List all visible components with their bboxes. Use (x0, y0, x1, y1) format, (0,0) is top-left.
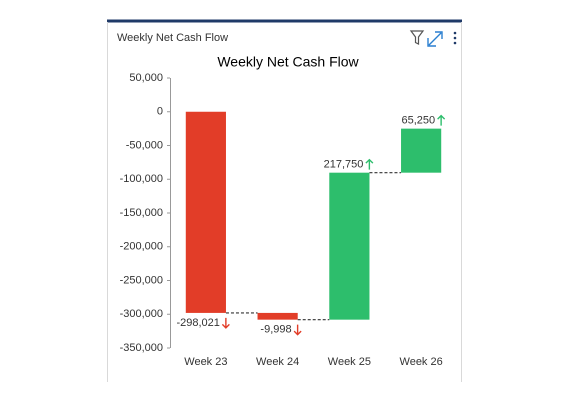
y-tick-label: -300,000 (120, 308, 163, 320)
x-tick-label: Week 24 (256, 356, 299, 368)
y-tick-label: -150,000 (120, 207, 163, 219)
down-arrow (293, 324, 302, 336)
y-tick-label: -350,000 (120, 342, 163, 354)
expand-icon[interactable] (427, 31, 443, 47)
widget-title: Weekly Net Cash Flow (117, 32, 228, 44)
filter-icon[interactable] (409, 30, 425, 45)
up-arrow (365, 158, 374, 170)
y-tick-label: -250,000 (120, 274, 163, 286)
y-tick-label: 0 (157, 106, 163, 118)
y-tick-label: -100,000 (120, 173, 163, 185)
x-tick-label: Week 23 (184, 356, 227, 368)
value-label: -298,021 (176, 317, 219, 329)
value-label: -9,998 (260, 324, 291, 336)
bar (401, 128, 442, 173)
bar (329, 172, 370, 320)
y-tick-label: -50,000 (126, 139, 163, 151)
y-tick-label: -200,000 (120, 241, 163, 253)
bar (257, 312, 298, 320)
chart-title: Weekly Net Cash Flow (217, 54, 359, 70)
bar (185, 111, 226, 313)
x-tick-label: Week 26 (400, 356, 443, 368)
more-icon[interactable] (453, 31, 457, 45)
value-label: 65,250 (401, 115, 435, 127)
up-arrow (437, 114, 446, 126)
value-label: 217,750 (324, 159, 364, 171)
x-tick-label: Week 25 (328, 356, 371, 368)
y-tick-label: 50,000 (129, 72, 163, 84)
down-arrow (221, 317, 230, 329)
